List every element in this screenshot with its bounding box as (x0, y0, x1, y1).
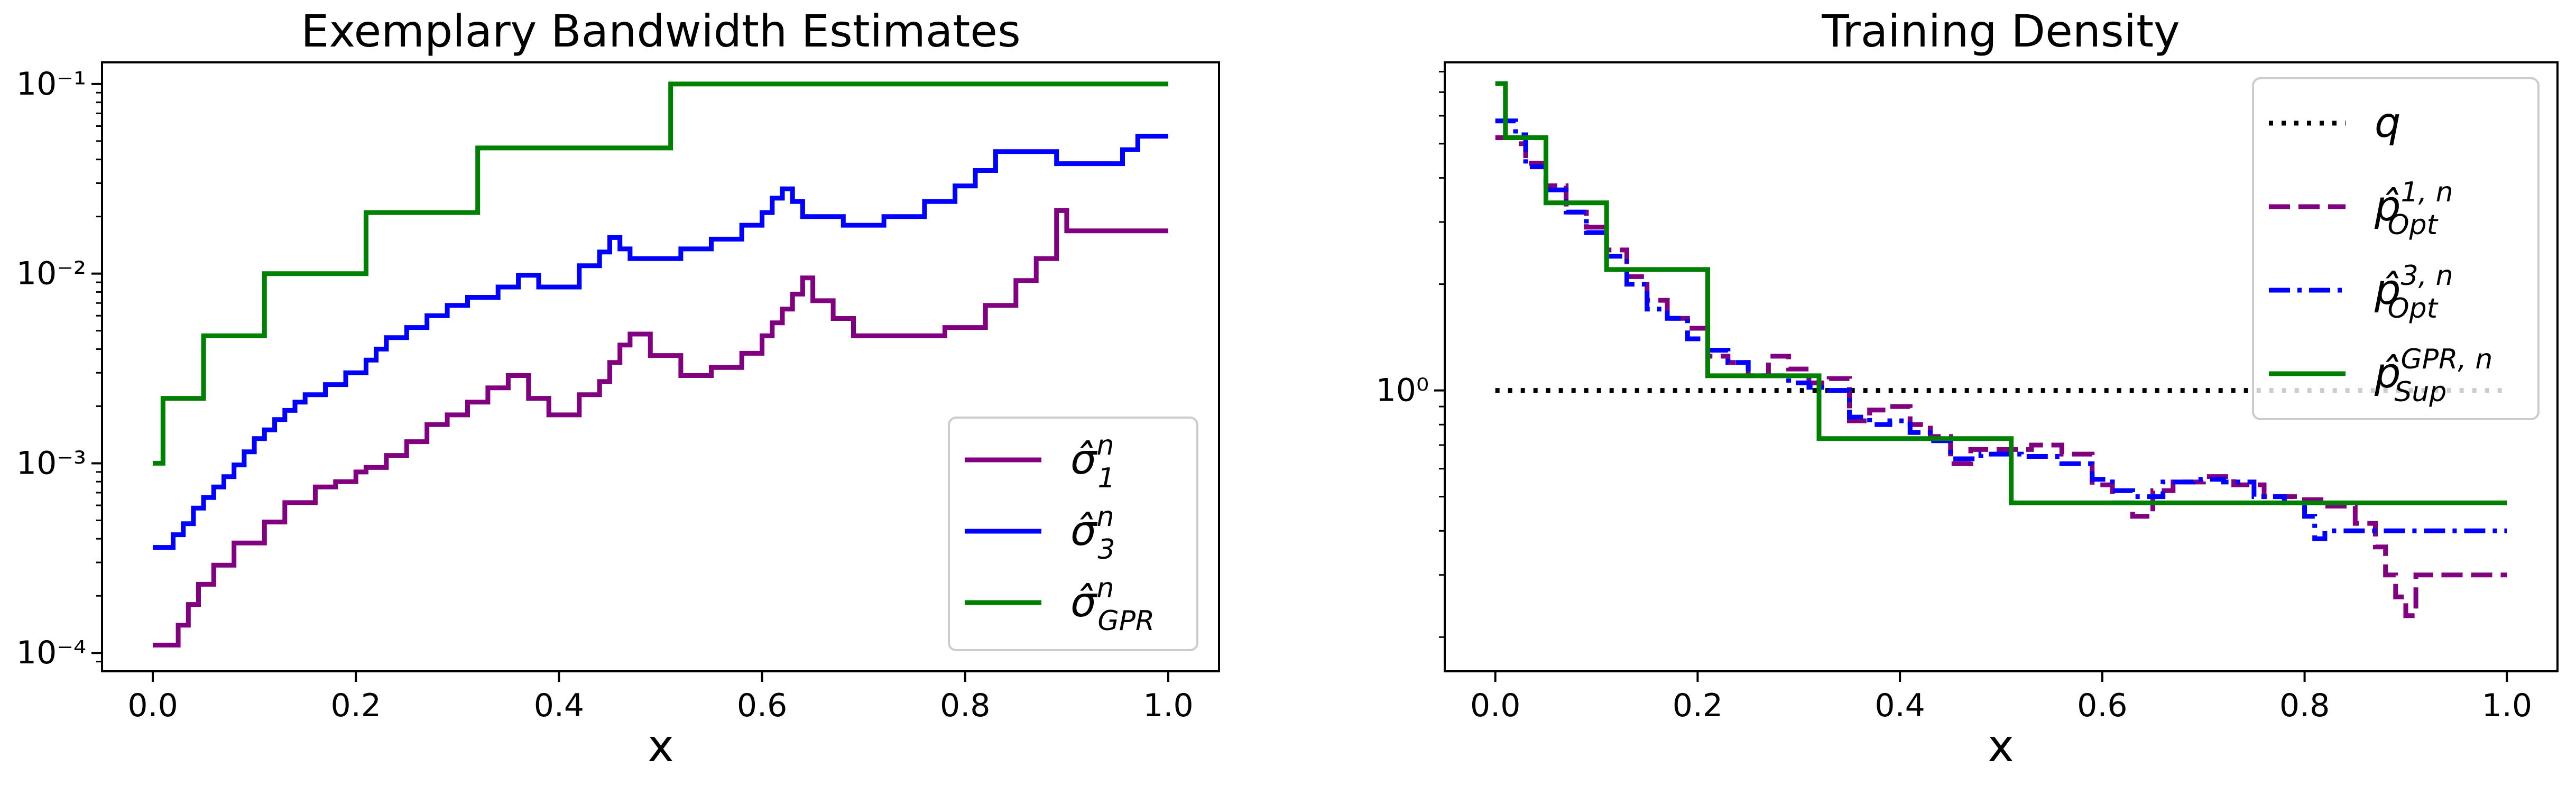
plot-area (1495, 81, 2507, 618)
x-tick-label: 0.8 (2279, 687, 2330, 724)
chart-title: Exemplary Bandwidth Estimates (301, 5, 1020, 57)
x-tick-label: 0.0 (127, 687, 178, 724)
series-line-3 (1495, 81, 2507, 505)
y-tick-label: 10⁻¹ (16, 66, 86, 103)
x-axis-label: x (1988, 720, 2014, 772)
legend-label-0: q (2375, 99, 2401, 147)
legend: σ̂n 1 σ̂n 3 σ̂n GPR (948, 417, 1198, 651)
series-line-2 (1495, 118, 2507, 541)
y-tick-label: 10⁻² (16, 255, 86, 292)
legend-label-1: σ̂n 3 (1070, 501, 1115, 566)
x-tick-label: 0.4 (1875, 687, 1925, 724)
x-tick-label: 1.0 (1143, 687, 1193, 724)
legend-label-2: p̂3, n Opt (2374, 260, 2453, 325)
plot-area (153, 81, 1168, 648)
legend-box (2252, 77, 2540, 420)
series-line-0 (153, 208, 1168, 648)
x-tick-label: 0.2 (1673, 687, 1723, 724)
series-line-1 (153, 134, 1168, 550)
legend-label-2: σ̂n GPR (1070, 572, 1155, 637)
x-tick-label: 0.2 (331, 687, 381, 724)
x-tick-label: 0.6 (737, 687, 787, 724)
legend: q p̂1, n Opt p̂3, n Opt p̂GPR, n Sup (2252, 77, 2540, 420)
x-axis-label: x (648, 720, 674, 772)
bandwidth-chart-panel: Exemplary Bandwidth Estimates x 0.0 0.2 0.… (16, 5, 1220, 772)
legend-label-0: σ̂n 1 (1070, 430, 1115, 494)
y-tick-label: 10⁻³ (16, 445, 86, 482)
y-tick-label: 10⁻⁴ (16, 634, 86, 671)
x-tick-label: 1.0 (2482, 687, 2532, 724)
legend-label-3: p̂GPR, n Sup (2374, 344, 2492, 408)
x-tick-label: 0.6 (2077, 687, 2127, 724)
axes-frame (101, 61, 1220, 672)
series-line-1 (1495, 135, 2507, 618)
x-tick-label: 0.0 (1470, 687, 1520, 724)
x-tick-label: 0.4 (534, 687, 584, 724)
y-tick-label: 10⁰ (1376, 372, 1429, 409)
axis-ticks: 0.0 0.2 0.4 0.6 0.8 1.0 10⁰ (1376, 71, 2532, 724)
density-chart-panel: Training Density x 0.0 0.2 0.4 0.6 0.8 1.0 10⁰… (1376, 5, 2559, 772)
series-line-2 (153, 81, 1168, 466)
axis-ticks: 0.0 0.2 0.4 0.6 0.8 1.0 10⁻⁴ 10⁻³ 10⁻² 10⁻¹ (16, 66, 1194, 724)
legend-label-1: p̂1, n Opt (2374, 177, 2453, 241)
x-tick-label: 0.8 (940, 687, 990, 724)
chart-title: Training Density (1821, 5, 2180, 57)
legend-box (948, 417, 1198, 651)
axes-frame (1444, 61, 2559, 672)
